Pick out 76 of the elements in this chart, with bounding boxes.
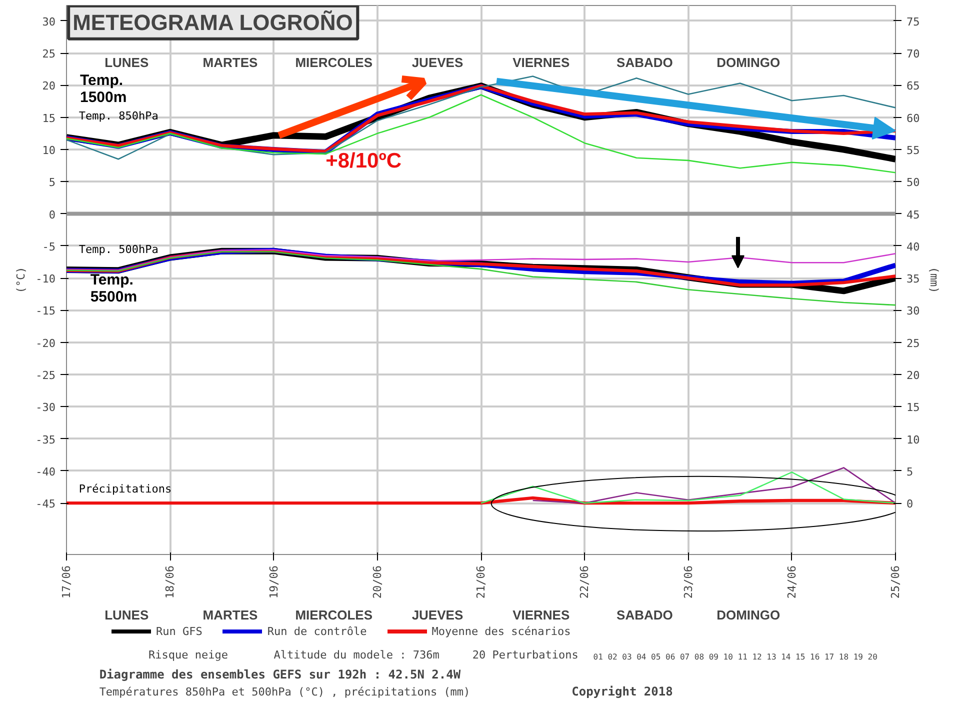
y2-tick-label: 35 xyxy=(906,272,920,286)
y-tick-label: -20 xyxy=(36,336,56,350)
y2-tick-label: 40 xyxy=(906,240,920,254)
y2-tick-label: 65 xyxy=(906,80,920,93)
text: 01 02 03 04 05 06 07 08 09 10 11 12 13 14 15 16 17 18 19 20 xyxy=(593,652,878,662)
y2-tick-label: 25 xyxy=(906,336,920,350)
chart-title: METEOGRAMA LOGROÑO xyxy=(72,10,353,35)
text: Risque neige xyxy=(148,648,228,662)
legend-label: Run de contrôle xyxy=(267,624,367,638)
y-tick-label: -30 xyxy=(36,401,56,414)
y2-tick-label: 75 xyxy=(906,15,920,28)
annotation: JUEVES xyxy=(412,54,464,70)
x-tick-label: 24/06 xyxy=(785,565,798,599)
text: Diagramme des ensembles GEFS sur 192h : 42.5N 2.4W xyxy=(99,668,462,682)
x-tick-label: 17/06 xyxy=(60,565,73,599)
annotation: DOMINGO xyxy=(716,54,780,70)
y-tick-label: -15 xyxy=(36,304,56,318)
y-tick-label: -40 xyxy=(36,465,56,478)
x-tick-label: 21/06 xyxy=(474,565,488,599)
legend-label: Run GFS xyxy=(156,624,202,638)
y-tick-label: -35 xyxy=(36,433,56,446)
x-tick-label: 23/06 xyxy=(682,565,695,599)
y2-tick-label: 60 xyxy=(906,112,920,125)
y2-tick-label: 45 xyxy=(906,208,920,222)
y2-tick-label: 10 xyxy=(906,433,920,446)
text: LUNES xyxy=(104,608,149,622)
annotation: Temp. 500hPa xyxy=(78,243,158,256)
annotation: MIERCOLES xyxy=(295,54,373,70)
y2-tick-label: 5 xyxy=(906,465,914,478)
y-tick-label: 30 xyxy=(42,15,56,28)
annotation: MARTES xyxy=(202,54,258,70)
text: SABADO xyxy=(616,608,673,622)
text: DOMINGO xyxy=(716,608,780,622)
text: VIERNES xyxy=(512,608,570,622)
text: Températures 850hPa et 500hPa (°C) , précipitations (mm) xyxy=(99,686,470,698)
y-tick-label: 15 xyxy=(42,112,56,125)
annotation: LUNES xyxy=(104,54,149,70)
x-tick-label: 20/06 xyxy=(370,565,384,599)
annotation: Temp. 850hPa xyxy=(78,110,158,122)
y2-tick-label: 0 xyxy=(906,498,914,511)
y-tick-label: 25 xyxy=(42,48,56,61)
text: Copyright 2018 xyxy=(572,684,673,698)
x-tick-label: 25/06 xyxy=(889,565,902,599)
y2-tick-label: 50 xyxy=(906,176,920,190)
legend-label: Moyenne des scénarios xyxy=(432,624,571,638)
y2-tick-label: 30 xyxy=(906,304,920,318)
y-tick-label: -5 xyxy=(42,240,56,254)
annotation: VIERNES xyxy=(512,54,570,70)
text: 20 Perturbations xyxy=(472,648,578,662)
annotation: SABADO xyxy=(616,54,673,70)
text: MARTES xyxy=(202,608,258,622)
x-tick-label: 22/06 xyxy=(578,565,592,599)
y2-tick-label: 70 xyxy=(906,48,920,61)
y-tick-label: 5 xyxy=(48,176,56,190)
x-tick-label: 19/06 xyxy=(267,565,280,599)
line-series xyxy=(532,467,896,504)
y-tick-label: -10 xyxy=(36,272,56,286)
y-tick-label: 20 xyxy=(42,80,56,93)
annotation: Précipitations xyxy=(78,482,172,496)
y2-tick-label: 20 xyxy=(906,369,920,382)
x-tick-label: 18/06 xyxy=(164,565,177,599)
y-tick-label: -45 xyxy=(36,498,56,511)
y-tick-label: 10 xyxy=(42,144,56,157)
y-tick-label: -25 xyxy=(36,369,56,382)
y-tick-label: 0 xyxy=(48,208,56,222)
text: JUEVES xyxy=(412,608,464,622)
y2-tick-label: 55 xyxy=(906,144,920,157)
y2-axis-title: (mm) xyxy=(928,266,941,294)
text: Altitude du modele : 736m xyxy=(274,648,440,662)
annotation: Temp. 1500m xyxy=(80,72,127,106)
annotation: Temp. 5500m xyxy=(90,272,138,306)
y-axis-title: (°C) xyxy=(14,266,28,294)
text: MIERCOLES xyxy=(295,608,373,622)
y2-tick-label: 15 xyxy=(906,401,920,414)
annotation: +8/10ºC xyxy=(326,150,402,173)
line-series xyxy=(480,472,896,504)
